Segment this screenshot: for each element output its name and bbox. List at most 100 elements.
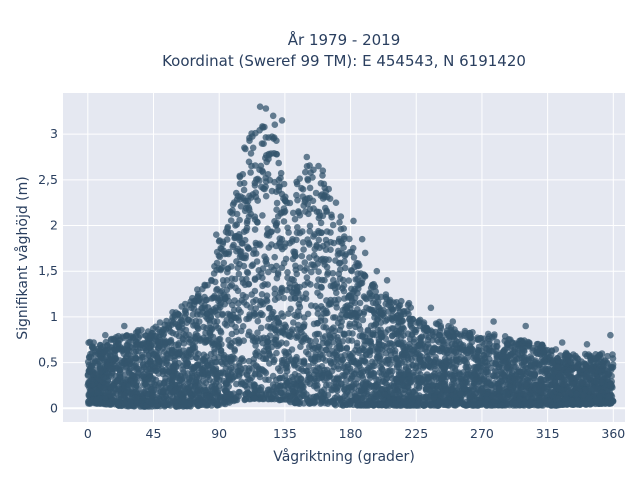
data-point [340,225,347,232]
data-point [192,299,199,306]
data-point [407,351,414,358]
data-point [228,343,235,350]
data-point [225,337,232,344]
data-point [401,399,408,406]
data-point [382,379,389,386]
data-point [241,187,248,194]
data-point [348,286,355,293]
data-point [549,348,556,355]
data-point [255,267,262,274]
data-point [194,311,201,318]
data-point [330,324,337,331]
data-point [510,359,517,366]
data-point [370,371,377,378]
data-point [237,174,244,181]
data-point [493,351,500,358]
data-point [604,361,611,368]
data-point [259,283,266,290]
data-point [268,344,275,351]
data-point [315,370,322,377]
data-point [166,348,173,355]
data-point [195,325,202,332]
data-point [268,228,275,235]
data-point [354,402,361,409]
data-point [338,213,345,220]
data-point [217,373,224,380]
data-point [95,346,102,353]
data-point [282,198,289,205]
data-point [341,363,348,370]
data-point [456,371,463,378]
data-point [224,236,231,243]
data-point [297,387,304,394]
data-point [128,333,135,340]
data-point [352,311,359,318]
data-point [341,288,348,295]
data-point [258,184,265,191]
data-point [562,381,569,388]
data-point [161,341,168,348]
data-point [281,295,288,302]
data-point [555,357,562,364]
data-point [346,277,353,284]
data-point [314,331,321,338]
data-point [122,376,129,383]
data-point [539,366,546,373]
data-point [273,151,280,158]
data-point [266,305,273,312]
data-point [315,310,322,317]
data-point [304,163,311,170]
data-point [252,350,259,357]
data-point [279,375,286,382]
data-point [135,334,142,341]
data-point [290,210,297,217]
data-point [244,218,251,225]
data-point [135,327,142,334]
data-point [305,311,312,318]
data-point [478,373,485,380]
data-point [263,152,270,159]
data-point [569,399,576,406]
data-point [278,170,285,177]
data-point [530,345,537,352]
data-point [429,331,436,338]
data-point [276,321,283,328]
data-point [241,180,248,187]
data-point [359,345,366,352]
data-point [407,318,414,325]
data-point [515,350,522,357]
data-point [372,288,379,295]
data-point [320,355,327,362]
data-point [442,381,449,388]
data-point [362,273,369,280]
data-point [295,333,302,340]
data-point [307,185,314,192]
data-point [261,253,268,260]
data-point [389,332,396,339]
data-point [327,246,334,253]
data-point [306,343,313,350]
data-point [237,309,244,316]
data-point [155,356,162,363]
data-point [301,321,308,328]
data-point [230,201,237,208]
data-point [279,191,286,198]
data-point [318,284,325,291]
data-point [135,370,142,377]
data-point [305,351,312,358]
data-point [235,368,242,375]
data-point [379,366,386,373]
data-point [420,321,427,328]
data-point [332,314,339,321]
chart-title-line1: År 1979 - 2019 [288,30,401,49]
data-point [254,318,261,325]
data-point [254,219,261,226]
data-point [404,370,411,377]
data-point [224,225,231,232]
data-point [176,378,183,385]
data-point [336,219,343,226]
data-point [570,381,577,388]
data-point [258,310,265,317]
data-point [327,229,334,236]
data-point [273,222,280,229]
